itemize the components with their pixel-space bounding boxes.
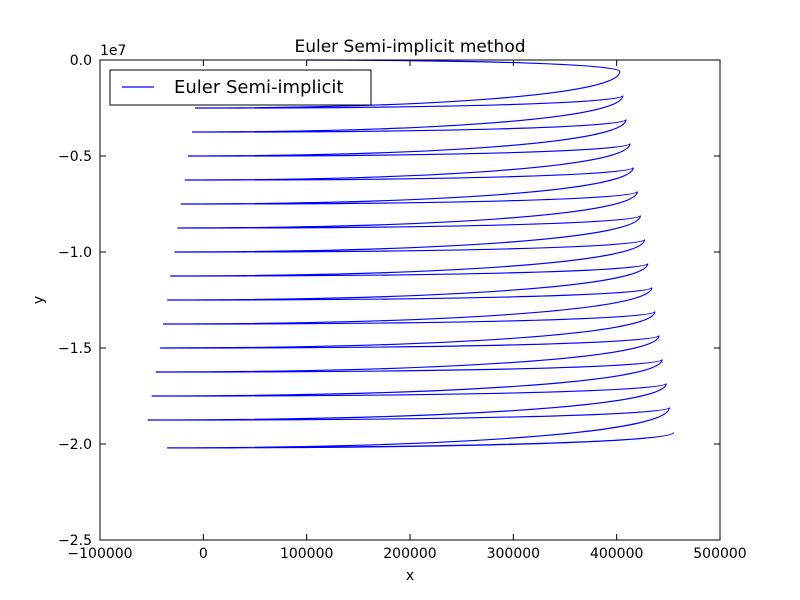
x-tick-label: −100000: [67, 546, 132, 562]
x-tick-label: 0: [199, 546, 208, 562]
y-tick-label: 0.0: [70, 53, 92, 69]
x-axis-ticks: −100000 0 100000 200000 300000 400000 500000: [67, 60, 747, 562]
y-tick-label: −0.5: [58, 149, 92, 165]
legend-label: Euler Semi-implicit: [174, 77, 343, 98]
plot-area: [99, 59, 721, 541]
x-tick-label: 500000: [693, 546, 746, 562]
legend: Euler Semi-implicit: [109, 69, 372, 106]
chart-title: Euler Semi-implicit method: [294, 37, 525, 57]
y-tick-label: −1.0: [58, 245, 92, 261]
x-tick-label: 400000: [590, 546, 643, 562]
x-tick-label: 300000: [487, 546, 540, 562]
x-tick-label: 200000: [383, 546, 436, 562]
y-tick-label: −2.0: [58, 437, 92, 453]
y-tick-label: −1.5: [58, 341, 92, 357]
y-axis-ticks: 0.0 −0.5 −1.0 −1.5 −2.0 −2.5: [58, 53, 720, 549]
x-axis-label: x: [406, 568, 414, 584]
y-tick-label: −2.5: [58, 533, 92, 549]
y-axis-label: y: [31, 296, 47, 304]
x-tick-label: 100000: [280, 546, 333, 562]
y-offset-text: 1e7: [100, 43, 126, 59]
series-line-euler-semi-implicit: [147, 59, 675, 449]
